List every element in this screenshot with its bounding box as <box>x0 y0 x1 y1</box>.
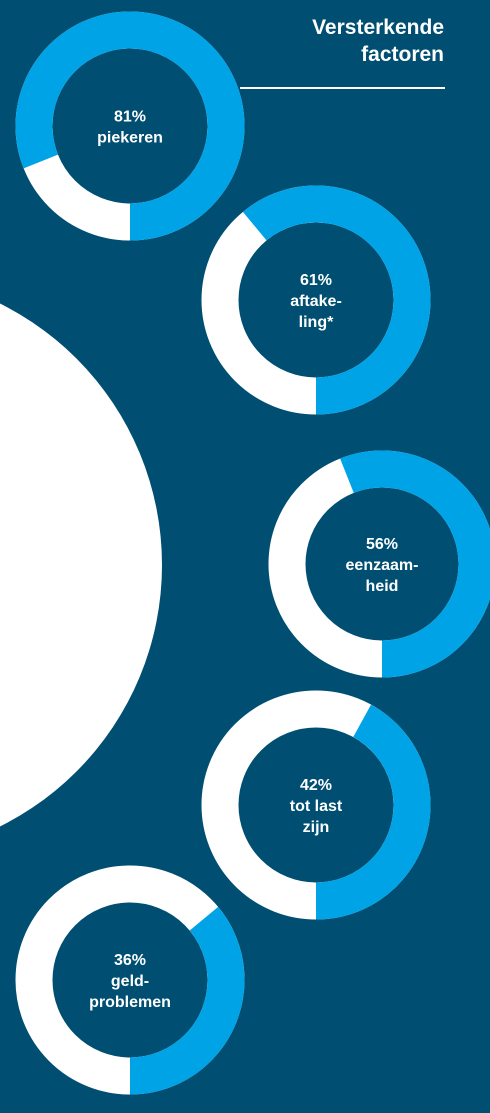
decorative-large-circle <box>0 303 162 827</box>
donut-2-category-label: aftake- <box>290 293 342 310</box>
donut-2-value-arc <box>201 185 431 415</box>
donut-4: 42% tot last zijn <box>201 690 431 920</box>
donut-2-category-label: ling* <box>299 314 334 331</box>
donut-1-percent-label: 81% <box>114 109 146 126</box>
donut-4-category-label: zijn <box>303 819 330 836</box>
donut-3-percent-label: 56% <box>366 536 398 553</box>
donut-4-value-arc <box>201 690 431 920</box>
donut-4-category-label: tot last <box>290 798 343 815</box>
donut-2: 61% aftake-ling* <box>201 185 431 415</box>
donut-1-value-arc <box>15 11 245 241</box>
chart-title-line-2: factoren <box>361 43 444 66</box>
donut-3-category-label: heid <box>366 578 399 595</box>
donut-1-category-label: piekeren <box>97 130 163 147</box>
donut-4-percent-label: 42% <box>300 777 332 794</box>
chart-title: Versterkende factoren <box>312 14 444 68</box>
donut-5-percent-label: 36% <box>114 952 146 969</box>
donut-5: 36% geld-problemen <box>15 865 245 1095</box>
donut-3: 56% eenzaam-heid <box>268 450 490 678</box>
donut-1: 81% piekeren <box>15 11 245 241</box>
donut-5-category-label: problemen <box>89 994 171 1011</box>
donut-2-percent-label: 61% <box>300 272 332 289</box>
donut-5-category-label: geld- <box>111 973 149 990</box>
chart-title-line-1: Versterkende <box>312 16 444 39</box>
donut-3-value-arc <box>268 450 490 678</box>
donut-5-value-arc <box>15 865 245 1095</box>
donut-3-category-label: eenzaam- <box>346 557 419 574</box>
title-underline <box>240 87 445 89</box>
